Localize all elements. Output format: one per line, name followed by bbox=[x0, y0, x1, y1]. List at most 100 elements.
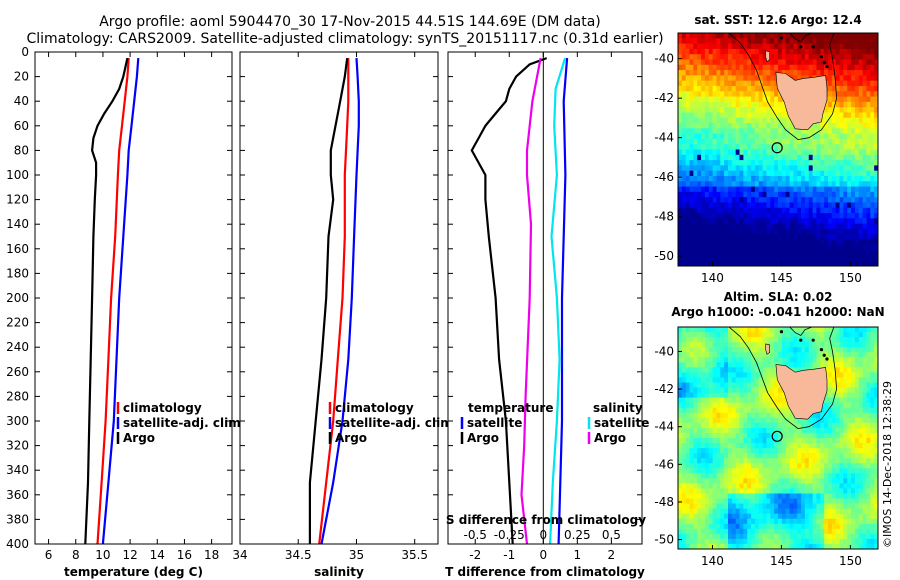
map-cell bbox=[793, 138, 798, 145]
map-cell bbox=[789, 43, 794, 50]
map-cell bbox=[797, 128, 802, 135]
map-cell bbox=[681, 347, 687, 353]
map-cell bbox=[728, 160, 733, 166]
map-cell bbox=[835, 218, 841, 225]
map-cell bbox=[716, 154, 721, 161]
map-cell bbox=[789, 218, 794, 225]
map-cell bbox=[797, 54, 802, 61]
map-cell bbox=[681, 367, 687, 374]
map-cell bbox=[735, 48, 741, 55]
map-cell bbox=[816, 478, 821, 485]
map-cell bbox=[743, 407, 748, 414]
map-cell bbox=[701, 513, 706, 520]
map-cell bbox=[735, 223, 741, 230]
map-cell bbox=[870, 107, 875, 114]
map-cell bbox=[870, 43, 875, 50]
map-cell bbox=[843, 255, 848, 262]
map-cell bbox=[858, 352, 864, 358]
map-cell bbox=[824, 503, 829, 510]
map-cell bbox=[847, 327, 852, 333]
map-cell bbox=[801, 458, 806, 464]
map-cell bbox=[724, 357, 729, 363]
map-cell bbox=[820, 453, 825, 459]
map-cell bbox=[762, 202, 768, 209]
map-cell bbox=[804, 463, 810, 469]
map-cell bbox=[724, 432, 729, 439]
map-cell bbox=[824, 518, 829, 525]
map-cell bbox=[781, 123, 787, 129]
map-cell bbox=[708, 234, 714, 241]
map-cell bbox=[731, 75, 737, 82]
map-cell bbox=[770, 154, 775, 161]
map-cell bbox=[704, 175, 710, 182]
map-cell bbox=[774, 255, 779, 262]
map-cell bbox=[828, 202, 833, 209]
map-cell bbox=[801, 518, 806, 525]
map-cell bbox=[820, 357, 825, 363]
map-cell bbox=[839, 513, 844, 520]
map-cell bbox=[678, 112, 683, 119]
map-cell bbox=[847, 518, 852, 525]
map-cell bbox=[747, 458, 752, 464]
map-cell bbox=[728, 473, 733, 479]
s-tick-label: -0.25 bbox=[494, 528, 525, 542]
map-cell bbox=[770, 197, 775, 204]
map-cell bbox=[831, 508, 837, 515]
map-cell bbox=[778, 165, 783, 172]
map-cell bbox=[831, 154, 837, 161]
map-cell bbox=[774, 38, 779, 45]
map-cell bbox=[866, 538, 871, 545]
map-cell bbox=[693, 513, 698, 520]
map-cell bbox=[831, 417, 837, 424]
map-cell bbox=[812, 260, 818, 266]
map-cell bbox=[866, 443, 871, 449]
map-cell bbox=[754, 160, 760, 166]
map-cell bbox=[828, 239, 833, 246]
map-cell bbox=[697, 347, 702, 353]
map-cell bbox=[762, 138, 768, 145]
map-cell bbox=[801, 64, 806, 71]
map-cell bbox=[685, 387, 691, 394]
map-cell bbox=[743, 372, 748, 379]
map-cell bbox=[747, 64, 752, 71]
map-cell bbox=[835, 59, 841, 66]
map-cell bbox=[766, 197, 771, 204]
map-cell bbox=[812, 327, 818, 333]
map-cell bbox=[716, 352, 721, 358]
map-cell bbox=[774, 432, 779, 439]
map-cell bbox=[843, 427, 848, 434]
map-cell bbox=[847, 117, 852, 124]
map-cell bbox=[828, 38, 833, 45]
map-cell bbox=[781, 498, 787, 505]
map-cell bbox=[785, 175, 791, 182]
map-cell bbox=[854, 165, 860, 172]
map-cell bbox=[716, 357, 721, 363]
map-cell bbox=[785, 70, 791, 76]
map-cell bbox=[793, 218, 798, 225]
map-cell bbox=[762, 165, 768, 172]
map-cell bbox=[758, 337, 764, 343]
map-cell bbox=[770, 207, 775, 214]
map-cell bbox=[678, 70, 683, 76]
map-cell bbox=[843, 332, 848, 338]
map-cell bbox=[847, 503, 852, 510]
map-cell bbox=[862, 202, 868, 209]
map-cell bbox=[808, 197, 814, 204]
map-cell bbox=[728, 197, 733, 204]
map-cell bbox=[704, 64, 710, 71]
map-cell bbox=[839, 362, 844, 368]
map-cell bbox=[770, 367, 775, 374]
map-cell bbox=[754, 407, 760, 414]
map-cell bbox=[728, 38, 733, 45]
map-cell bbox=[851, 165, 856, 172]
map-cell bbox=[678, 149, 683, 156]
map-cell bbox=[870, 234, 875, 241]
map-cell bbox=[728, 107, 733, 114]
map-cell bbox=[747, 70, 752, 76]
map-cell bbox=[735, 244, 741, 251]
map-cell bbox=[731, 128, 737, 135]
map-cell bbox=[839, 518, 844, 525]
map-cell bbox=[681, 357, 687, 363]
map-cell bbox=[731, 508, 737, 515]
map-cell bbox=[847, 43, 852, 50]
